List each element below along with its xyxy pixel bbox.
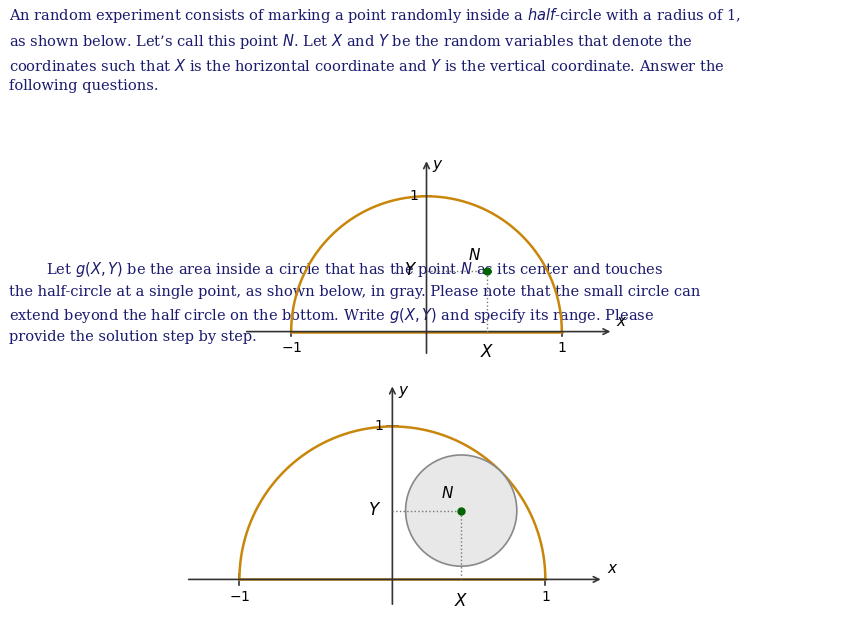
Text: $X$: $X$ — [453, 593, 468, 610]
Text: $1$: $1$ — [373, 420, 383, 434]
Text: An random experiment consists of marking a point randomly inside a $\mathit{half: An random experiment consists of marking… — [9, 6, 740, 93]
Text: $y$: $y$ — [431, 158, 443, 175]
Text: $Y$: $Y$ — [403, 262, 417, 279]
Text: $-1$: $-1$ — [280, 341, 302, 355]
Text: $y$: $y$ — [398, 384, 410, 399]
Text: $Y$: $Y$ — [368, 502, 381, 519]
Text: $1$: $1$ — [408, 189, 417, 203]
Text: $N$: $N$ — [440, 485, 453, 502]
Text: $X$: $X$ — [480, 344, 494, 361]
Text: $N$: $N$ — [467, 246, 480, 263]
Text: $1$: $1$ — [556, 341, 566, 355]
Text: $-1$: $-1$ — [228, 590, 250, 604]
Text: Let $g(X,Y)$ be the area inside a circle that has the point $N$ as its center an: Let $g(X,Y)$ be the area inside a circle… — [9, 260, 699, 344]
Text: $1$: $1$ — [540, 590, 550, 604]
Text: $x$: $x$ — [615, 315, 627, 329]
Circle shape — [405, 455, 516, 566]
Text: $x$: $x$ — [606, 563, 618, 577]
